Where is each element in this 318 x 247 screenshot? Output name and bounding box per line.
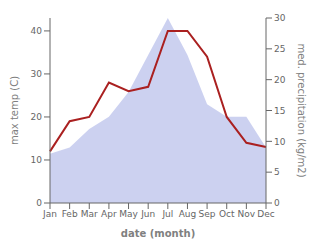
- svg-text:Oct: Oct: [219, 209, 235, 219]
- svg-text:30: 30: [274, 13, 286, 23]
- svg-text:10: 10: [274, 137, 286, 147]
- svg-text:Aug: Aug: [179, 209, 197, 219]
- svg-text:Nov: Nov: [238, 209, 256, 219]
- svg-text:5: 5: [274, 167, 280, 177]
- svg-text:Feb: Feb: [62, 209, 78, 219]
- svg-text:30: 30: [31, 69, 43, 79]
- svg-text:med. precipitation (kg/m2): med. precipitation (kg/m2): [296, 43, 307, 177]
- svg-text:Jul: Jul: [161, 209, 173, 219]
- svg-text:Dec: Dec: [257, 209, 274, 219]
- svg-text:0: 0: [36, 198, 42, 208]
- svg-text:20: 20: [274, 75, 286, 85]
- svg-text:10: 10: [31, 155, 43, 165]
- svg-text:max temp (C): max temp (C): [9, 76, 20, 145]
- svg-text:Mar: Mar: [81, 209, 98, 219]
- svg-text:40: 40: [31, 26, 43, 36]
- svg-text:date (month): date (month): [121, 228, 195, 239]
- svg-text:Jun: Jun: [140, 209, 155, 219]
- svg-text:Jan: Jan: [42, 209, 57, 219]
- svg-text:May: May: [119, 209, 138, 219]
- svg-text:Sep: Sep: [199, 209, 216, 219]
- svg-text:15: 15: [274, 106, 285, 116]
- svg-text:20: 20: [31, 112, 43, 122]
- svg-text:25: 25: [274, 44, 285, 54]
- svg-text:Apr: Apr: [101, 209, 117, 219]
- svg-text:0: 0: [274, 198, 280, 208]
